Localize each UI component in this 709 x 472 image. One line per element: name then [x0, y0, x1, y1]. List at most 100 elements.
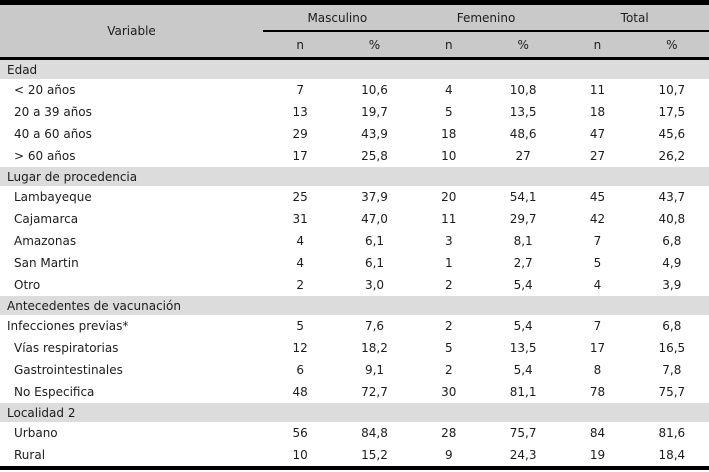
- cell-value: 12: [292, 341, 308, 355]
- cell-value: 13,5: [509, 105, 537, 119]
- cell-value: 5,4: [513, 319, 533, 333]
- section-title: Localidad 2: [7, 405, 76, 420]
- cell-value: 54,1: [509, 190, 537, 204]
- section-header-row: Antecedentes de vacunación: [0, 296, 709, 315]
- row-label: < 20 años: [14, 83, 76, 97]
- cell-value: 3,9: [662, 278, 682, 292]
- table-row: San Martin 4 6,1 1 2,7 5 4,9: [0, 252, 709, 274]
- cell-value: 84,8: [361, 426, 388, 440]
- cell-value: 18,4: [658, 448, 686, 462]
- cell-value: 7: [593, 319, 602, 333]
- section-header-row: Edad: [0, 60, 709, 79]
- table-row: Infecciones previas* 5 7,6 2 5,4 7 6,8: [0, 315, 709, 337]
- cell-value: 42: [589, 212, 606, 226]
- table-row: Lambayeque 25 37,9 20 54,1 45 43,7: [0, 186, 709, 208]
- cell-value: 2: [445, 363, 453, 377]
- row-label: 20 a 39 años: [14, 105, 92, 119]
- cell-value: 7: [593, 234, 602, 248]
- cell-value: 10,6: [361, 83, 388, 97]
- cell-value: 4: [445, 83, 453, 97]
- cell-value: 2,7: [513, 256, 533, 270]
- cell-value: 2: [445, 319, 453, 333]
- cell-value: 6,1: [364, 234, 385, 248]
- table-top-border: [0, 0, 709, 5]
- cell-value: 8,1: [513, 234, 533, 248]
- row-label: > 60 años: [14, 149, 76, 163]
- cell-value: 10: [292, 448, 308, 462]
- row-label: Rural: [14, 448, 46, 462]
- cell-value: 56: [292, 426, 308, 440]
- cell-value: 10: [441, 149, 457, 163]
- cell-value: 2: [296, 278, 304, 292]
- table-row: 20 a 39 años 13 19,7 5 13,5 18 17,5: [0, 101, 709, 123]
- row-label: Vías respiratorias: [14, 341, 119, 355]
- cell-value: 25: [292, 190, 308, 204]
- row-label: Urbano: [14, 426, 58, 440]
- cell-value: 25,8: [361, 149, 388, 163]
- table-row: > 60 años 17 25,8 10 27 27 26,2: [0, 145, 709, 167]
- row-label: 40 a 60 años: [14, 127, 92, 141]
- row-label: Cajamarca: [14, 212, 79, 226]
- cell-value: 5,4: [513, 278, 533, 292]
- table-row: Amazonas 4 6,1 3 8,1 7 6,8: [0, 230, 709, 252]
- table-row: Urbano 56 84,8 28 75,7 84 81,6: [0, 422, 709, 444]
- cell-value: 5: [445, 105, 453, 119]
- cell-value: 31: [292, 212, 308, 226]
- cell-value: 48: [292, 385, 308, 399]
- cell-value: 4,9: [662, 256, 682, 270]
- table-row: No Especifica 48 72,7 30 81,1 78 75,7: [0, 381, 709, 403]
- cell-value: 19,7: [361, 105, 388, 119]
- group-header-femenino: Femenino: [456, 10, 516, 25]
- table-body: Edad < 20 años 7 10,6 4 10,8 11 10,7 20 a 39 año…: [0, 60, 709, 466]
- masculino-n-header: n: [296, 37, 304, 52]
- femenino-n-header: n: [445, 37, 453, 52]
- masculino-pct-header: %: [368, 37, 381, 52]
- cell-value: 15,2: [361, 448, 388, 462]
- cell-value: 6,8: [662, 319, 682, 333]
- cell-value: 45: [589, 190, 606, 204]
- cell-value: 17: [292, 149, 308, 163]
- row-label: Otro: [14, 278, 41, 292]
- table-row: Vías respiratorias 12 18,2 5 13,5 17 16,5: [0, 337, 709, 359]
- cell-value: 13,5: [509, 341, 537, 355]
- group-header-masculino: Masculino: [307, 10, 368, 25]
- group-header-row: Masculino Femenino Total: [263, 5, 709, 30]
- cell-value: 17,5: [658, 105, 686, 119]
- cell-value: 3,0: [364, 278, 385, 292]
- variable-column-header: Variable: [107, 24, 156, 38]
- cell-value: 6: [296, 363, 304, 377]
- cell-value: 43,9: [361, 127, 388, 141]
- cell-value: 29: [292, 127, 308, 141]
- cell-value: 18,2: [361, 341, 388, 355]
- cell-value: 5: [445, 341, 453, 355]
- group-underline: [263, 30, 709, 32]
- cell-value: 27: [589, 149, 606, 163]
- cell-value: 75,7: [509, 426, 537, 440]
- section-header-row: Localidad 2: [0, 403, 709, 422]
- cell-value: 10,8: [509, 83, 537, 97]
- cell-value: 48,6: [509, 127, 537, 141]
- cell-value: 84: [589, 426, 606, 440]
- header-data-columns: Masculino Femenino Total n % n % n %: [263, 5, 709, 57]
- cell-value: 40,8: [658, 212, 686, 226]
- cell-value: 5: [593, 256, 602, 270]
- table-row: Gastrointestinales 6 9,1 2 5,4 8 7,8: [0, 359, 709, 381]
- cell-value: 5: [296, 319, 304, 333]
- cell-value: 45,6: [658, 127, 686, 141]
- cell-value: 5,4: [513, 363, 533, 377]
- cell-value: 47,0: [361, 212, 388, 226]
- table-header: Variable Masculino Femenino Total n % n …: [0, 5, 709, 57]
- cell-value: 11: [441, 212, 457, 226]
- row-label: Lambayeque: [14, 190, 92, 204]
- cell-value: 8: [593, 363, 602, 377]
- cell-value: 9: [445, 448, 453, 462]
- group-header-total: Total: [620, 10, 649, 25]
- table-bottom-border: [0, 466, 709, 470]
- section-title: Edad: [7, 62, 38, 77]
- row-label: San Martin: [14, 256, 79, 270]
- cell-value: 20: [441, 190, 457, 204]
- cell-value: 4: [296, 234, 304, 248]
- cell-value: 10,7: [658, 83, 686, 97]
- cell-value: 26,2: [658, 149, 686, 163]
- table-row: Otro 2 3,0 2 5,4 4 3,9: [0, 274, 709, 296]
